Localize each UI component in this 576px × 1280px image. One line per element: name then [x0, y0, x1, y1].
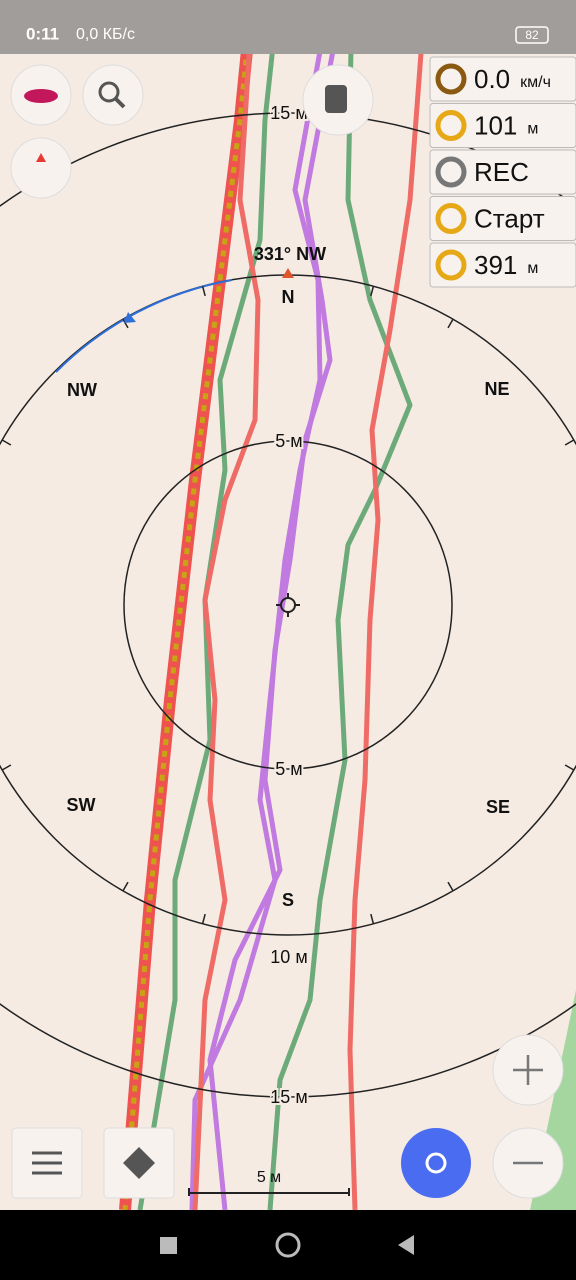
- ne-label: NE: [484, 379, 509, 399]
- se-label: SE: [486, 797, 510, 817]
- nw-label: NW: [67, 380, 97, 400]
- compass-tick: [122, 881, 129, 892]
- home-button[interactable]: [275, 1232, 301, 1258]
- widget-icon: [435, 110, 467, 141]
- battery-level: 82: [525, 28, 539, 42]
- track: [189, 0, 325, 1211]
- heading-marker: [124, 312, 136, 323]
- menu-icon: [32, 1151, 62, 1175]
- ring-label: 10 м: [270, 947, 307, 967]
- tracks: [119, 0, 428, 1211]
- battery-icon: [515, 26, 549, 44]
- location-icon: [425, 1152, 447, 1174]
- widget-icon: [435, 63, 467, 95]
- compass-tick: [447, 318, 454, 329]
- status-time: 0:11: [26, 24, 59, 43]
- north-arrow: [36, 153, 46, 162]
- widget-value: 101: [474, 110, 517, 140]
- search-icon-handle: [114, 97, 126, 109]
- widgets: 0.0 км/ч 101 м REC Старт 391 м: [429, 56, 576, 288]
- compass-tick: [1, 439, 12, 446]
- back-button[interactable]: [398, 1235, 414, 1255]
- compass-tick: [370, 286, 375, 297]
- south-label: S: [282, 890, 294, 910]
- recents-button[interactable]: [160, 1237, 177, 1254]
- compass-tick: [370, 913, 375, 924]
- scale-label: 5 м: [257, 1169, 281, 1186]
- compass-labels: 331° NW N S NW NE SW SE: [67, 244, 511, 910]
- compass-tick: [447, 881, 454, 892]
- ring-label: 15 м: [270, 1087, 307, 1107]
- widget-value: Старт: [474, 203, 545, 233]
- sw-label: SW: [67, 795, 96, 815]
- track: [207, 0, 338, 1211]
- app-icon: [24, 89, 58, 103]
- widget[interactable]: [429, 103, 576, 148]
- widget[interactable]: [429, 196, 576, 241]
- ring-label: 5 м: [275, 759, 302, 779]
- touch-icon: [325, 85, 347, 113]
- widget-value: REC: [474, 157, 529, 187]
- compass-tick: [201, 913, 206, 924]
- crosshair-lines: [276, 593, 300, 617]
- track: [137, 0, 281, 1211]
- route-icon: [123, 1147, 155, 1179]
- scale-bar: [188, 1188, 350, 1196]
- nav-bar: [0, 1210, 576, 1280]
- compass-tick: [564, 764, 575, 771]
- my-location-button[interactable]: [401, 1128, 471, 1198]
- track: [122, 0, 255, 1211]
- search-button[interactable]: [82, 64, 144, 126]
- heading: 331° NW: [254, 244, 326, 264]
- compass-tick: [1, 764, 12, 771]
- status-speed: 0,0 КБ/с: [76, 26, 135, 43]
- widget-value: 0.0: [474, 64, 510, 94]
- zoom-in-icon: [513, 1055, 543, 1085]
- widget-icon: [435, 203, 467, 234]
- widget-unit: км/ч: [520, 74, 551, 91]
- widget-unit: м: [527, 260, 538, 277]
- compass-tick: [122, 318, 129, 329]
- north-marker: [282, 268, 294, 278]
- search-icon: [98, 81, 120, 103]
- heading-arc: [55, 279, 233, 373]
- center-crosshair: [276, 593, 300, 617]
- compass-ticks: [1, 286, 575, 924]
- ring: [0, 112, 576, 1098]
- ring-label: 15 м: [270, 103, 307, 123]
- ring: [123, 440, 453, 770]
- track: [192, 39, 261, 1211]
- widget-value: 391: [474, 250, 517, 280]
- widget[interactable]: [429, 242, 576, 288]
- compass-tick: [564, 439, 575, 446]
- widget-icon: [435, 156, 467, 188]
- north-label: N: [282, 287, 295, 307]
- status-bar: [0, 0, 576, 54]
- track: [267, 0, 413, 1211]
- compass-tick: [201, 286, 206, 297]
- ring-label: 5 м: [275, 431, 302, 451]
- widget[interactable]: [429, 149, 576, 195]
- north-button[interactable]: [10, 137, 72, 199]
- widget-unit: м: [527, 121, 538, 138]
- track: [347, 0, 428, 1211]
- widget-icon: [435, 249, 467, 281]
- widget[interactable]: [429, 56, 576, 102]
- ring-labels: 15 м 5 м 5 м 10 м 15 м: [268, 101, 309, 1109]
